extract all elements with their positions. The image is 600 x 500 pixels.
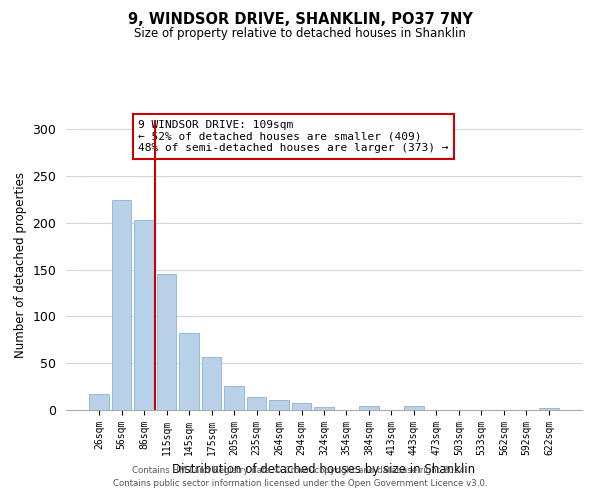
Bar — [112, 200, 131, 410]
Bar — [359, 406, 379, 410]
Bar — [404, 406, 424, 410]
Bar — [314, 407, 334, 410]
Bar — [224, 386, 244, 410]
Text: Contains HM Land Registry data © Crown copyright and database right 2024.
Contai: Contains HM Land Registry data © Crown c… — [113, 466, 487, 487]
Bar — [89, 394, 109, 410]
Y-axis label: Number of detached properties: Number of detached properties — [14, 172, 27, 358]
X-axis label: Distribution of detached houses by size in Shanklin: Distribution of detached houses by size … — [172, 464, 476, 476]
Text: 9 WINDSOR DRIVE: 109sqm
← 52% of detached houses are smaller (409)
48% of semi-d: 9 WINDSOR DRIVE: 109sqm ← 52% of detache… — [138, 120, 449, 153]
Bar — [247, 397, 266, 410]
Bar — [269, 400, 289, 410]
Bar — [157, 274, 176, 410]
Bar — [202, 356, 221, 410]
Bar — [539, 408, 559, 410]
Text: 9, WINDSOR DRIVE, SHANKLIN, PO37 7NY: 9, WINDSOR DRIVE, SHANKLIN, PO37 7NY — [128, 12, 472, 28]
Text: Size of property relative to detached houses in Shanklin: Size of property relative to detached ho… — [134, 28, 466, 40]
Bar — [292, 404, 311, 410]
Bar — [134, 220, 154, 410]
Bar — [179, 334, 199, 410]
